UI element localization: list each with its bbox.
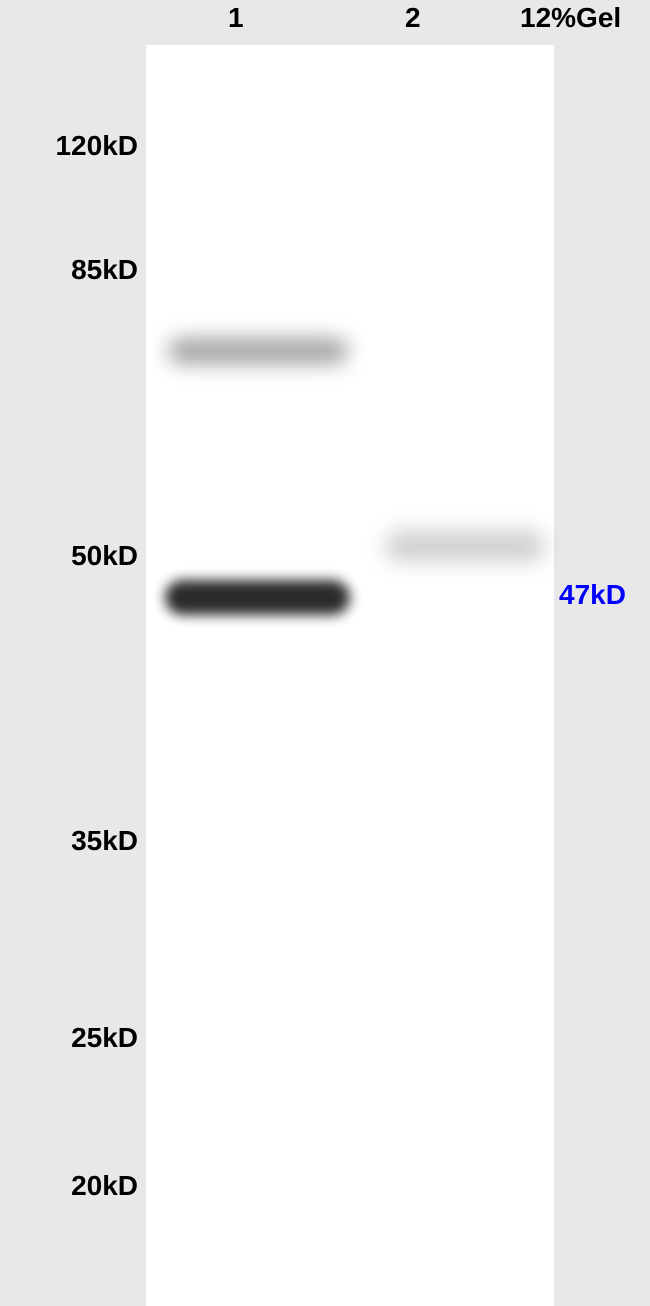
gel-percentage-label: 12%Gel	[520, 2, 621, 34]
marker-25kd: 25kD	[71, 1022, 138, 1054]
band-lane2-faint	[385, 530, 545, 562]
lane-2-label: 2	[405, 2, 421, 34]
band-lane1-strong	[165, 580, 350, 615]
lane-1-label: 1	[228, 2, 244, 34]
marker-35kd: 35kD	[71, 825, 138, 857]
target-band-label: 47kD	[559, 579, 626, 611]
marker-50kd: 50kD	[71, 540, 138, 572]
marker-120kd: 120kD	[55, 130, 138, 162]
marker-20kd: 20kD	[71, 1170, 138, 1202]
band-lane1-upper	[168, 338, 348, 364]
marker-85kd: 85kD	[71, 254, 138, 286]
blot-membrane-area	[146, 45, 554, 1306]
